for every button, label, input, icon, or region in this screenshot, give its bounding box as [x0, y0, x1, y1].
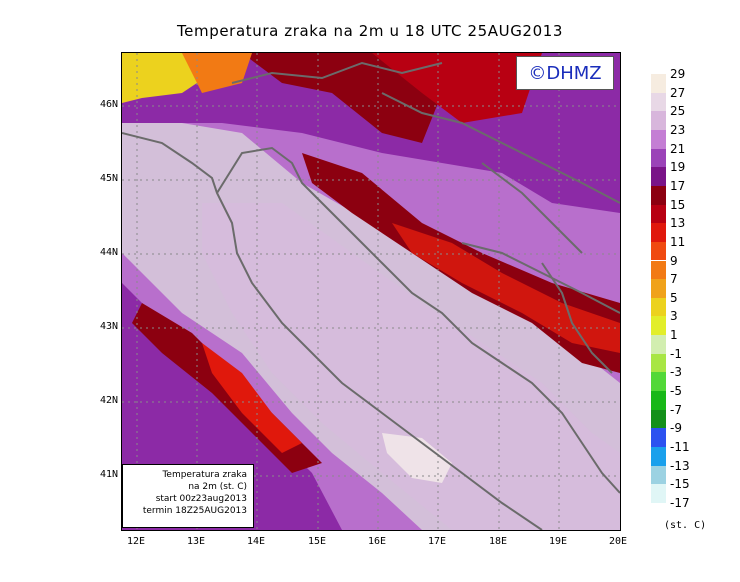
colorbar-label: -5	[670, 384, 682, 399]
colorbar-label: 23	[670, 122, 686, 137]
colorbar-swatch	[651, 111, 666, 130]
lon-label: 18E	[488, 536, 508, 547]
colorbar-label: -7	[670, 402, 682, 417]
colorbar-swatch	[651, 74, 666, 93]
dhmz-badge: ©DHMZ	[516, 56, 614, 90]
colorbar-swatch	[651, 465, 666, 485]
colorbar-swatch	[651, 241, 666, 261]
info-line: start 00z23aug2013	[155, 494, 247, 504]
coastlines	[122, 61, 620, 530]
colorbar-swatch	[651, 279, 666, 298]
colorbar-label: -1	[670, 346, 682, 361]
colorbar-label: 21	[670, 141, 686, 156]
sea-warm-spot	[382, 433, 452, 483]
colorbar-swatch	[651, 223, 666, 242]
colorbar-swatch	[651, 148, 666, 168]
lon-label: 12E	[126, 536, 146, 547]
info-line: na 2m (st. C)	[188, 482, 247, 492]
colorbar-label: -17	[670, 495, 690, 510]
colorbar-label: -9	[670, 421, 682, 436]
colorbar-swatch	[651, 447, 666, 466]
lon-label: 16E	[367, 536, 387, 547]
colorbar-label: 15	[670, 197, 686, 212]
temperature-field	[122, 53, 620, 530]
colorbar-label: 11	[670, 234, 686, 249]
lat-lon-grid	[122, 53, 620, 530]
colorbar-label: 5	[670, 290, 678, 305]
italy-hotter-zone	[202, 343, 302, 453]
colorbar-swatch	[651, 484, 666, 503]
colorbar-swatch	[651, 167, 666, 186]
colorbar-label: 27	[670, 85, 686, 100]
info-line: termin 18Z25AUG2013	[142, 506, 247, 516]
lon-label: 17E	[427, 536, 447, 547]
colorbar-label: -13	[670, 458, 690, 473]
lat-label: 42N	[99, 395, 118, 406]
colorbar-label: 9	[670, 253, 678, 268]
colorbar-label: 3	[670, 309, 678, 324]
colorbar-swatch	[651, 372, 666, 392]
dinaric-hotter-zone	[392, 223, 620, 353]
adriatic-sea-field	[202, 203, 620, 530]
colorbar-label: 13	[670, 216, 686, 231]
colorbar-swatch	[651, 204, 666, 224]
lat-label: 44N	[99, 247, 118, 258]
lat-label: 43N	[99, 321, 118, 332]
lat-label: 45N	[99, 173, 118, 184]
colorbar-swatch	[651, 297, 666, 317]
colorbar-label: -3	[670, 365, 682, 380]
lon-label: 20E	[608, 536, 628, 547]
colorbar-label: -15	[670, 477, 690, 492]
colorbar-swatch	[651, 260, 666, 280]
lon-label: 15E	[307, 536, 327, 547]
colorbar-label: 25	[670, 104, 686, 119]
colorbar-swatch	[651, 409, 666, 429]
colorbar-label: 19	[670, 160, 686, 175]
colorbar-swatch	[651, 185, 666, 205]
map-title: Temperatura zraka na 2m u 18 UTC 25AUG20…	[176, 22, 564, 40]
lat-label: 46N	[99, 99, 118, 110]
temperature-map	[121, 52, 621, 531]
colorbar-swatch	[651, 353, 666, 373]
lon-label: 13E	[186, 536, 206, 547]
info-box: Temperatura zraka na 2m (st. C) start 00…	[122, 464, 254, 528]
colorbar-swatch	[651, 335, 666, 354]
info-line: Temperatura zraka	[162, 470, 247, 480]
colorbar-swatch	[651, 129, 666, 149]
lon-label: 14E	[246, 536, 266, 547]
colorbar-label: 29	[670, 67, 686, 81]
colorbar-swatch	[651, 391, 666, 410]
colorbar-units: (st. C)	[664, 520, 707, 531]
colorbar-label: 7	[670, 272, 678, 287]
colorbar-swatch	[651, 92, 666, 112]
colorbar-swatch	[651, 316, 666, 336]
lat-label: 41N	[99, 469, 118, 480]
colorbar-label: -11	[670, 440, 690, 454]
colorbar-label: 17	[670, 178, 686, 193]
colorbar-label: 1	[670, 328, 678, 343]
lon-label: 19E	[548, 536, 568, 547]
colorbar-swatch	[651, 428, 666, 447]
